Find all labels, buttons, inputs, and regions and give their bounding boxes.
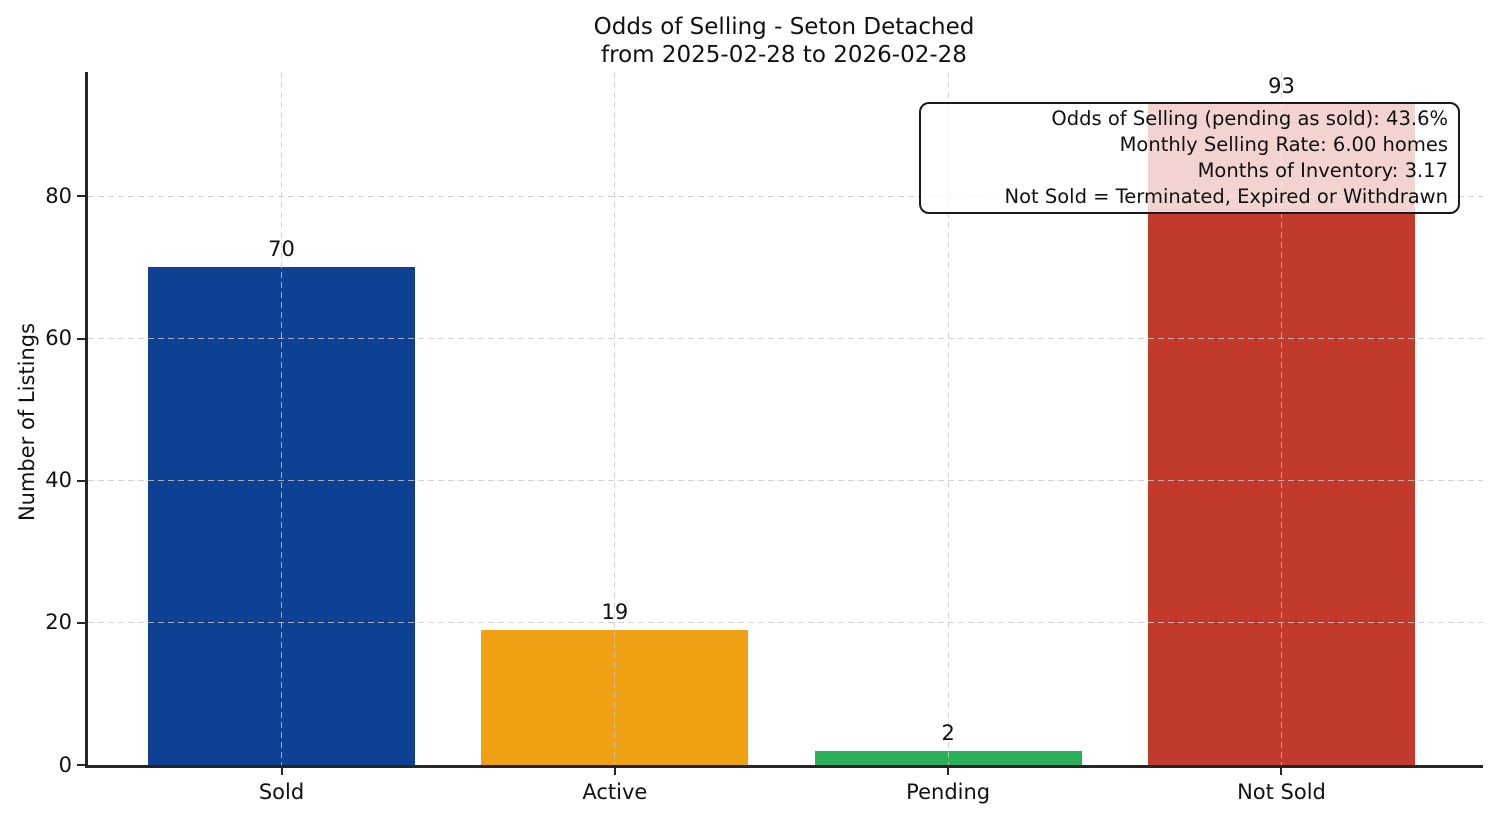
annotation-not-sold-definition: Not Sold = Terminated, Expired or Withdr… [1004,185,1448,208]
bar-value-label-pending: 2 [941,720,955,745]
y-tick-mark [77,479,85,482]
horizontal-gridline [88,195,1483,197]
horizontal-gridline [88,480,1483,482]
y-tick-label: 60 [45,326,72,351]
x-tick-mark [1280,765,1283,775]
plot-area: 70 Sold 19 Active 2 Pending 93 Not Sold 0 20 40 60 8… [45,72,1483,804]
annotation-months-of-inventory: Months of Inventory: 3.17 [1197,159,1448,182]
y-tick-mark [77,621,85,624]
x-tick-label-sold: Sold [258,780,305,804]
vertical-gridline [281,72,282,765]
x-tick-mark [613,765,616,775]
x-tick-mark [280,765,283,775]
annotation-monthly-selling-rate: Monthly Selling Rate: 6.00 homes [1119,133,1448,156]
y-tick-mark [77,764,85,766]
y-tick-label: 80 [45,183,72,208]
bar-value-label-sold: 70 [268,237,295,262]
y-tick-label: 0 [58,752,72,777]
y-tick-label: 20 [45,610,72,635]
vertical-gridline [947,72,949,765]
horizontal-gridline [88,338,1483,340]
y-tick-mark [77,337,85,340]
horizontal-gridline [88,622,1483,624]
x-tick-mark [947,765,950,775]
x-tick-label-not-sold: Not Sold [1237,780,1326,804]
annotation-odds-of-selling: Odds of Selling (pending as sold): 43.6% [1051,107,1448,130]
chart-title-block: Odds of Selling - Seton Detached from 20… [85,13,1483,69]
chart-subtitle: from 2025-02-28 to 2026-02-28 [601,42,967,68]
bar-value-label-active: 19 [601,599,629,624]
y-tick-label: 40 [45,468,72,493]
chart-title: Odds of Selling - Seton Detached [593,14,975,40]
vertical-gridline [1280,72,1282,765]
x-tick-label-pending: Pending [906,780,991,804]
annotation-box: Odds of Selling (pending as sold): 43.6%… [919,102,1460,214]
vertical-gridline [614,72,616,765]
y-tick-mark [77,195,85,198]
x-tick-label-active: Active [582,780,648,804]
bar-value-label-not-sold: 93 [1268,73,1295,98]
